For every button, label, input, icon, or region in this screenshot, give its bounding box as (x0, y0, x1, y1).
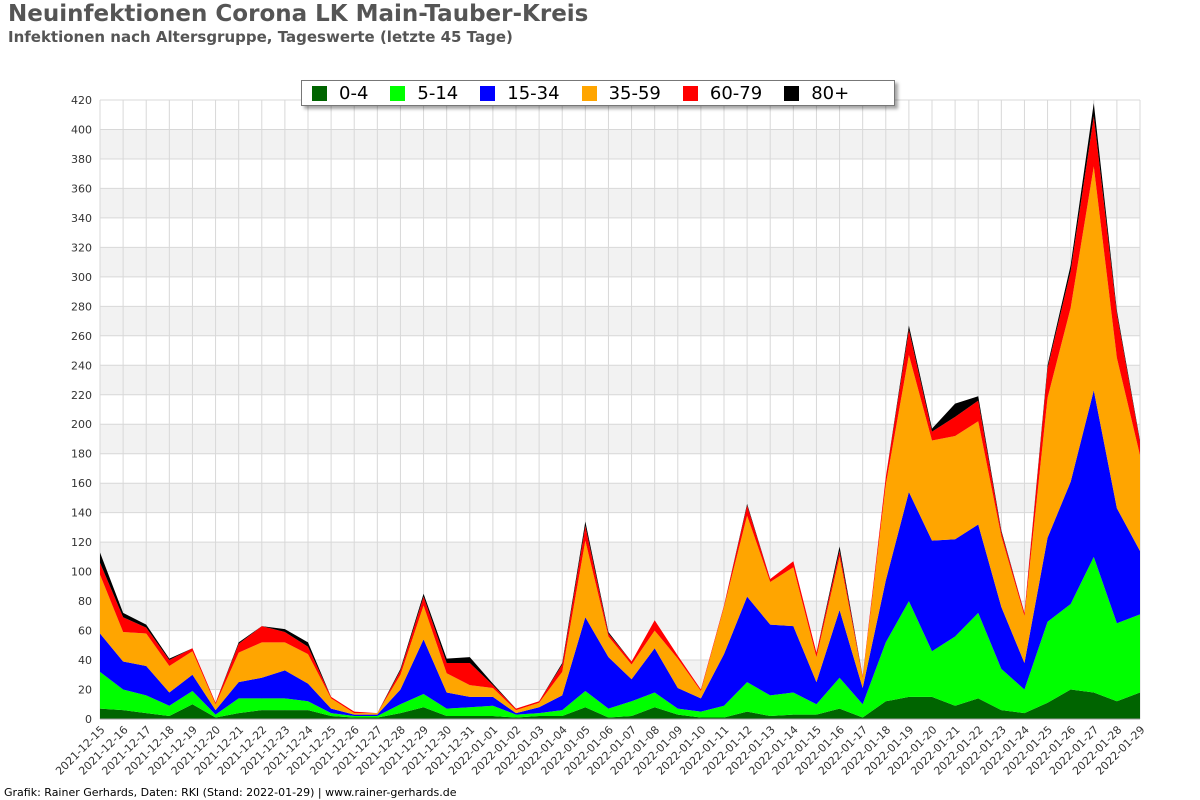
y-tick-label: 280 (71, 300, 92, 313)
legend-item: 60-79 (682, 82, 763, 104)
legend-item: 80+ (784, 83, 849, 104)
y-tick-label: 360 (71, 182, 92, 195)
grid-band (100, 247, 1140, 277)
y-tick-label: 300 (71, 271, 92, 284)
y-tick-label: 320 (71, 241, 92, 254)
area-series-15-34 (100, 390, 1140, 717)
y-tick-label: 400 (71, 123, 92, 136)
grid-band (100, 365, 1140, 395)
legend-item: 5-14 (390, 83, 458, 104)
y-tick-label: 180 (71, 448, 92, 461)
legend-label: 5-14 (417, 82, 459, 104)
area-series-0-4 (100, 689, 1140, 719)
y-tick-label: 200 (71, 418, 92, 431)
legend-swatch (581, 85, 597, 101)
y-tick-label: 240 (71, 359, 92, 372)
y-tick-label: 340 (71, 212, 92, 225)
y-tick-label: 100 (71, 566, 92, 579)
area-series-35-59 (100, 166, 1140, 715)
y-tick-label: 80 (78, 595, 92, 608)
legend-label: 15-34 (507, 82, 560, 104)
y-tick-label: 420 (71, 94, 92, 107)
y-tick-label: 380 (71, 153, 92, 166)
y-tick-label: 120 (71, 536, 92, 549)
footer-credits: Grafik: Rainer Gerhards, Daten: RKI (Sta… (4, 786, 457, 799)
y-tick-label: 220 (71, 389, 92, 402)
y-tick-label: 60 (78, 625, 92, 638)
legend-item: 0-4 (312, 83, 368, 104)
y-tick-label: 140 (71, 507, 92, 520)
legend-swatch (312, 85, 327, 101)
legend-item: 35-59 (581, 82, 661, 104)
y-tick-label: 160 (71, 477, 92, 490)
chart-title: Neuinfektionen Corona LK Main-Tauber-Kre… (8, 1, 589, 27)
legend-swatch (390, 85, 406, 101)
chart-legend: 0-4 5-14 15-34 35-59 60-79 80+ (301, 80, 895, 106)
y-tick-label: 0 (85, 713, 92, 726)
legend-swatch (784, 85, 800, 101)
grid-band (100, 306, 1140, 336)
y-tick-label: 260 (71, 330, 92, 343)
legend-label: 35-59 (608, 82, 661, 104)
area-series-5-14 (100, 556, 1140, 718)
legend-label: 80+ (811, 82, 850, 104)
legend-swatch (480, 85, 496, 101)
legend-label: 60-79 (709, 82, 763, 104)
legend-label: 0-4 (339, 82, 369, 104)
y-tick-label: 40 (78, 654, 92, 667)
legend-item: 15-34 (480, 82, 560, 104)
y-tick-label: 20 (78, 684, 92, 697)
grid-band (100, 129, 1140, 159)
grid-band (100, 188, 1140, 218)
chart-subtitle: Infektionen nach Altersgruppe, Tageswert… (8, 28, 513, 46)
legend-swatch (682, 85, 698, 101)
